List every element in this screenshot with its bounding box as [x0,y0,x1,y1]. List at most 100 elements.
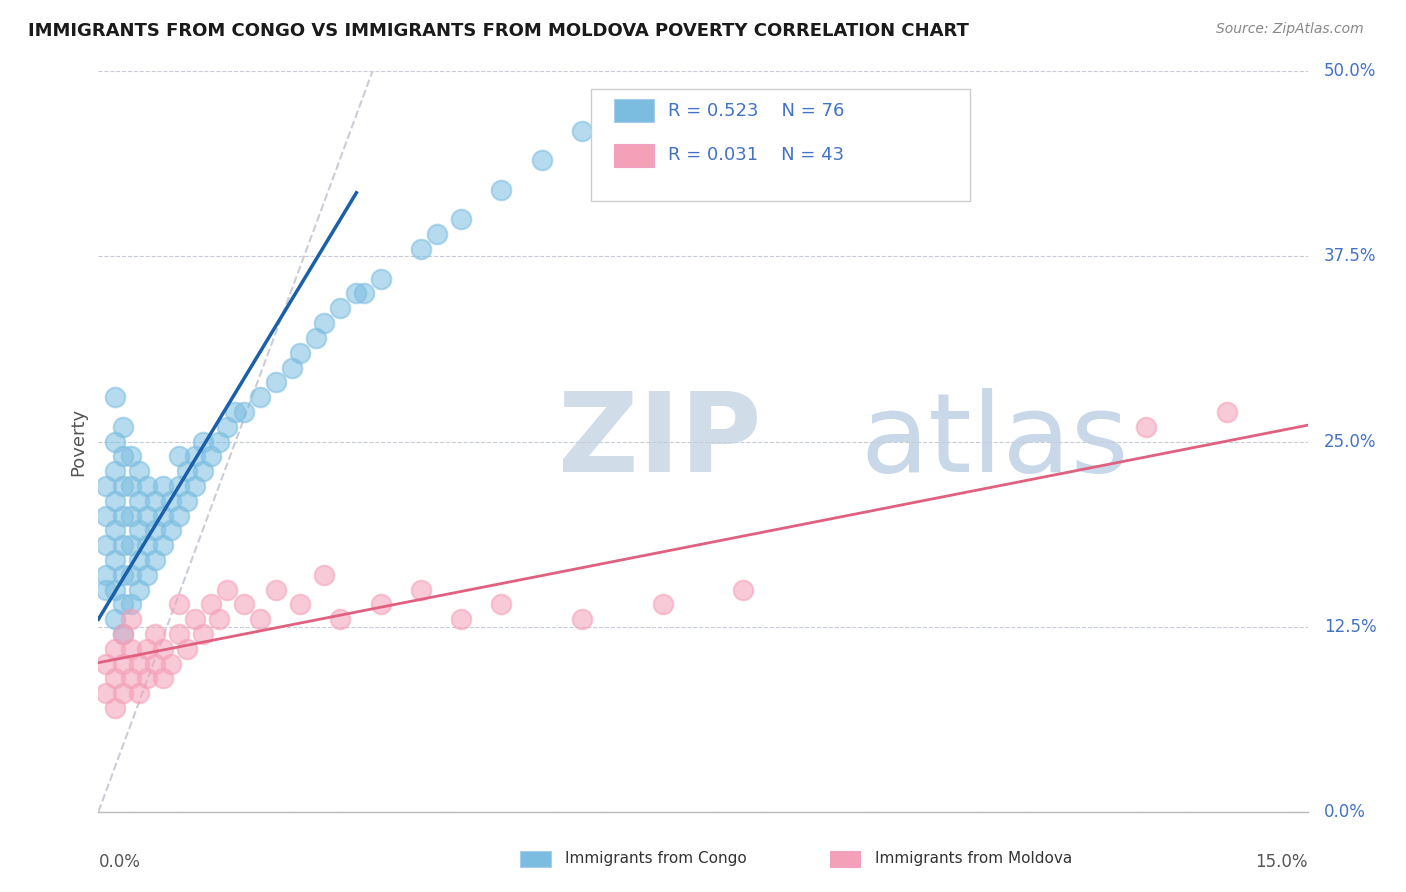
Point [232,405,254,419]
Point [612,153,634,168]
Point [651,183,673,197]
Point [193,627,215,641]
Text: 0.0%: 0.0% [98,853,141,871]
Text: atlas: atlas [860,388,1129,495]
Point [111,567,134,582]
Text: 25.0%: 25.0% [1323,433,1376,450]
Point [249,612,271,626]
Text: 15.0%: 15.0% [1256,853,1308,871]
Point [96,686,118,700]
Point [160,524,183,538]
Point [111,686,134,700]
Point [288,598,311,612]
Point [96,582,118,597]
Point [193,464,215,478]
Text: Immigrants from Moldova: Immigrants from Moldova [875,852,1071,866]
Point [176,493,198,508]
Point [120,598,142,612]
Point [200,450,222,464]
Point [96,479,118,493]
Point [184,612,207,626]
Point [143,524,166,538]
Point [329,612,352,626]
Point [176,464,198,478]
Point [200,598,222,612]
Point [651,598,673,612]
Point [450,612,472,626]
Point [217,419,239,434]
Point [103,553,125,567]
Point [409,242,432,256]
Point [167,450,190,464]
Point [208,434,231,449]
Point [193,434,215,449]
Point [353,286,375,301]
Point [111,657,134,671]
Point [111,627,134,641]
Point [491,183,513,197]
Point [167,479,190,493]
Point [208,612,231,626]
Point [329,301,352,316]
Point [128,553,150,567]
Point [143,493,166,508]
Point [135,567,157,582]
Point [305,331,328,345]
Point [128,582,150,597]
Point [103,612,125,626]
Point [103,434,125,449]
Text: Source: ZipAtlas.com: Source: ZipAtlas.com [1216,22,1364,37]
Point [111,627,134,641]
Point [152,538,174,552]
Point [103,641,125,656]
Point [128,493,150,508]
Text: IMMIGRANTS FROM CONGO VS IMMIGRANTS FROM MOLDOVA POVERTY CORRELATION CHART: IMMIGRANTS FROM CONGO VS IMMIGRANTS FROM… [28,22,969,40]
Point [120,672,142,686]
Point [120,508,142,523]
Point [128,464,150,478]
Text: R = 0.523    N = 76: R = 0.523 N = 76 [668,102,844,120]
Point [314,567,336,582]
Point [1216,405,1239,419]
Point [111,508,134,523]
Text: 0.0%: 0.0% [1323,803,1365,821]
Point [224,405,246,419]
Point [128,686,150,700]
Point [103,701,125,715]
Point [571,612,593,626]
Point [128,657,150,671]
Point [409,582,432,597]
Point [152,641,174,656]
Point [120,641,142,656]
Point [152,508,174,523]
Point [176,641,198,656]
Point [167,598,190,612]
Point [111,450,134,464]
Point [128,524,150,538]
Point [96,657,118,671]
Point [288,345,311,359]
Point [152,479,174,493]
Point [571,123,593,137]
Point [111,479,134,493]
Text: 37.5%: 37.5% [1323,247,1376,266]
Point [264,582,287,597]
Point [103,524,125,538]
Point [160,493,183,508]
Point [160,657,183,671]
Point [152,672,174,686]
Text: 50.0%: 50.0% [1323,62,1376,80]
Point [135,672,157,686]
Point [120,479,142,493]
Text: ZIP: ZIP [558,388,761,495]
Text: Immigrants from Congo: Immigrants from Congo [565,852,747,866]
Point [120,612,142,626]
Point [733,582,755,597]
Point [370,271,392,285]
Point [264,376,287,390]
Point [96,538,118,552]
Point [167,627,190,641]
Point [143,657,166,671]
Point [249,390,271,404]
Point [530,153,553,168]
